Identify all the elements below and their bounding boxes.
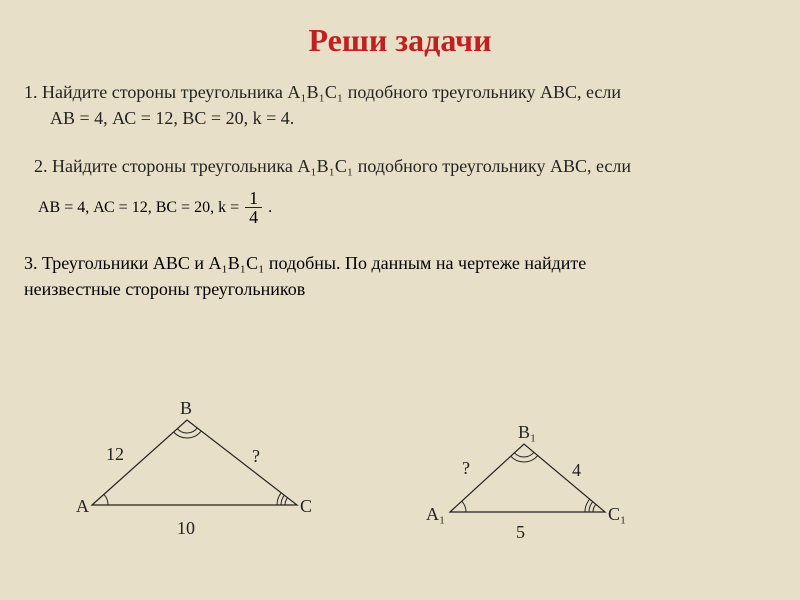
- fraction-denominator: 4: [245, 207, 262, 226]
- vertex-a-label: А: [76, 496, 89, 517]
- side-bc-label: ?: [252, 446, 260, 467]
- vertex-c1-label: С₁: [608, 504, 626, 525]
- triangle-a1b1c1: А₁ В₁ С₁ ? 5 4: [440, 434, 630, 549]
- problem-1-line-1: 1. Найдите стороны треугольника А₁В₁С₁ п…: [24, 79, 776, 105]
- side-a1c1-label: 5: [516, 522, 525, 543]
- vertex-b-label: В: [180, 398, 192, 419]
- problem-2-post: .: [268, 199, 272, 217]
- fraction-numerator: 1: [245, 189, 262, 207]
- vertex-b1-label: В₁: [518, 422, 536, 443]
- problem-1: 1. Найдите стороны треугольника А₁В₁С₁ п…: [0, 79, 800, 131]
- figures-area: А В С 12 10 ? А₁ В₁ С₁ ? 5 4: [0, 400, 800, 600]
- triangle-abc: А В С 12 10 ?: [82, 410, 322, 545]
- problem-3: 3. Треугольники АВС и А₁В₁С₁ подобны. По…: [0, 250, 800, 302]
- page-title: Реши задачи: [0, 0, 800, 73]
- problem-1-line-2: АВ = 4, АС = 12, ВС = 20, k = 4.: [24, 105, 776, 131]
- problem-2-line-2: АВ = 4, АС = 12, ВС = 20, k = 1 4 .: [0, 189, 800, 226]
- vertex-c-label: С: [300, 496, 312, 517]
- side-b1c1-label: 4: [572, 460, 581, 481]
- side-ac-label: 10: [177, 518, 195, 539]
- problem-3-line-2: неизвестные стороны треугольников: [24, 276, 776, 302]
- problem-2-pre: АВ = 4, АС = 12, ВС = 20, k =: [38, 199, 239, 217]
- problem-3-line-1: 3. Треугольники АВС и А₁В₁С₁ подобны. По…: [24, 250, 776, 276]
- side-a1b1-label: ?: [462, 458, 470, 479]
- triangle-a1b1c1-svg: [440, 434, 630, 544]
- problem-2-line-1: 2. Найдите стороны треугольника А₁В₁С₁ п…: [0, 153, 800, 179]
- fraction: 1 4: [245, 189, 262, 226]
- side-ab-label: 12: [106, 444, 124, 465]
- triangle-abc-svg: [82, 410, 322, 540]
- vertex-a1-label: А₁: [426, 504, 445, 525]
